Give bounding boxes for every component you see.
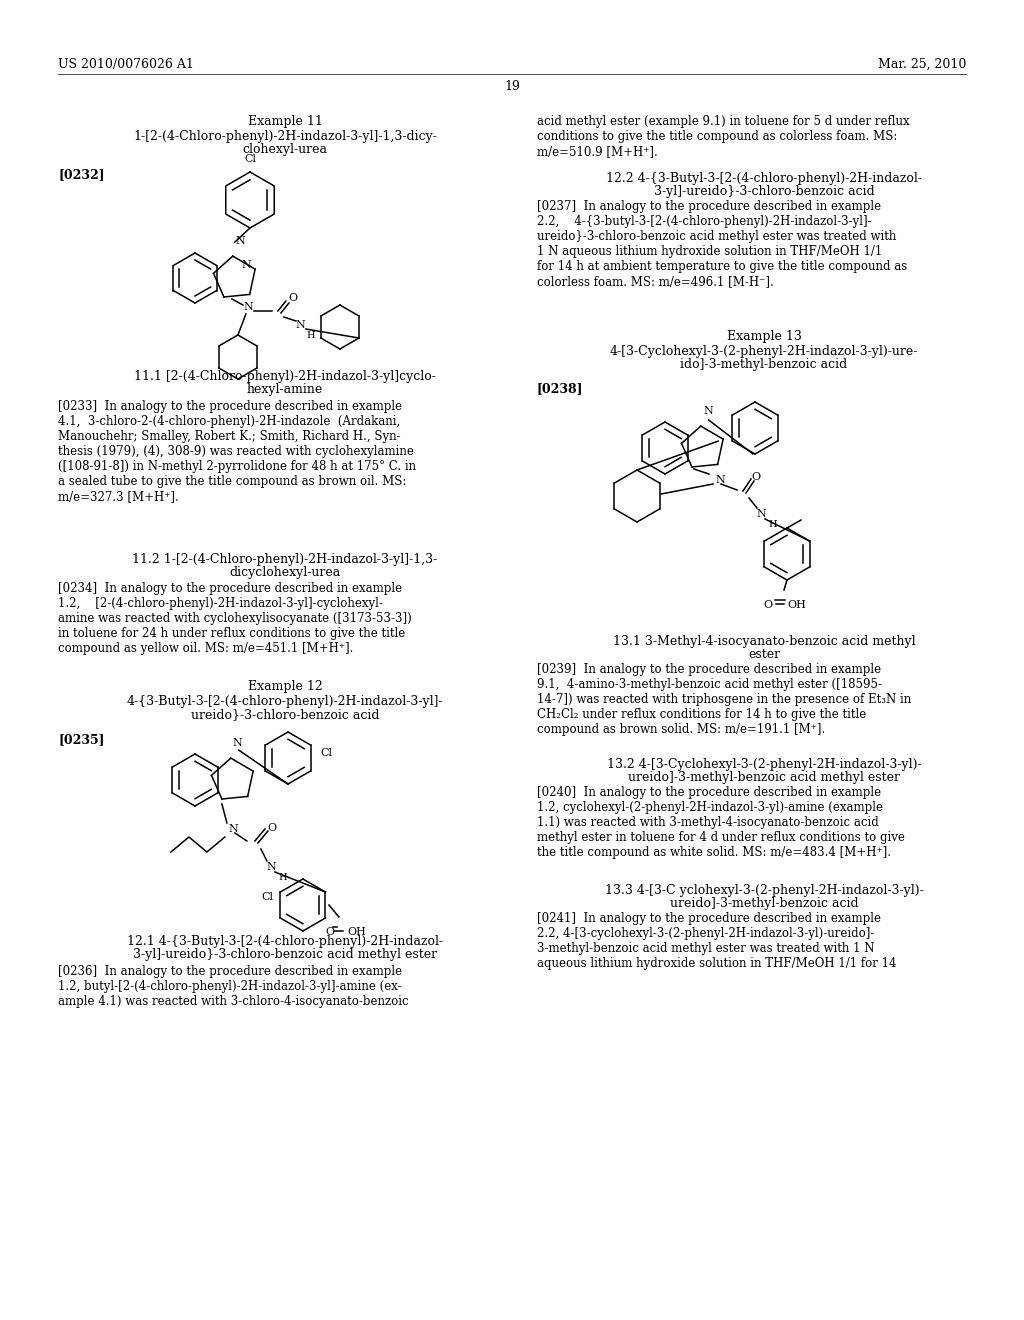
Text: ureido]-3-methyl-benzoic acid methyl ester: ureido]-3-methyl-benzoic acid methyl est…	[628, 771, 900, 784]
Text: ido]-3-methyl-benzoic acid: ido]-3-methyl-benzoic acid	[680, 358, 848, 371]
Text: hexyl-amine: hexyl-amine	[247, 383, 324, 396]
Text: 4-[3-Cyclohexyl-3-(2-phenyl-2H-indazol-3-yl)-ure-: 4-[3-Cyclohexyl-3-(2-phenyl-2H-indazol-3…	[610, 345, 919, 358]
Text: Example 11: Example 11	[248, 115, 323, 128]
Text: O: O	[764, 601, 773, 610]
Text: Cl: Cl	[261, 892, 273, 902]
Text: 12.2 4-{3-Butyl-3-[2-(4-chloro-phenyl)-2H-indazol-: 12.2 4-{3-Butyl-3-[2-(4-chloro-phenyl)-2…	[606, 172, 922, 185]
Text: OH: OH	[787, 601, 806, 610]
Text: N: N	[703, 407, 714, 416]
Text: 4-{3-Butyl-3-[2-(4-chloro-phenyl)-2H-indazol-3-yl]-: 4-{3-Butyl-3-[2-(4-chloro-phenyl)-2H-ind…	[127, 696, 443, 708]
Text: N: N	[229, 824, 239, 834]
Text: 11.1 [2-(4-Chloro-phenyl)-2H-indazol-3-yl]cyclo-: 11.1 [2-(4-Chloro-phenyl)-2H-indazol-3-y…	[134, 370, 436, 383]
Text: ureido}-3-chloro-benzoic acid: ureido}-3-chloro-benzoic acid	[190, 708, 379, 721]
Text: N: N	[232, 738, 243, 748]
Text: [0241]  In analogy to the procedure described in example
2.2, 4-[3-cyclohexyl-3-: [0241] In analogy to the procedure descr…	[537, 912, 896, 970]
Text: Mar. 25, 2010: Mar. 25, 2010	[878, 58, 966, 71]
Text: [0235]: [0235]	[58, 733, 104, 746]
Text: 13.2 4-[3-Cyclohexyl-3-(2-phenyl-2H-indazol-3-yl)-: 13.2 4-[3-Cyclohexyl-3-(2-phenyl-2H-inda…	[606, 758, 922, 771]
Text: N: N	[756, 510, 766, 519]
Text: [0232]: [0232]	[58, 168, 104, 181]
Text: 13.1 3-Methyl-4-isocyanato-benzoic acid methyl: 13.1 3-Methyl-4-isocyanato-benzoic acid …	[612, 635, 915, 648]
Text: OH: OH	[347, 927, 366, 937]
Text: 3-yl]-ureido}-3-chloro-benzoic acid: 3-yl]-ureido}-3-chloro-benzoic acid	[653, 185, 874, 198]
Text: Example 13: Example 13	[727, 330, 802, 343]
Text: 19: 19	[504, 81, 520, 92]
Text: ester: ester	[748, 648, 780, 661]
Text: 1-[2-(4-Chloro-phenyl)-2H-indazol-3-yl]-1,3-dicy-: 1-[2-(4-Chloro-phenyl)-2H-indazol-3-yl]-…	[133, 129, 437, 143]
Text: 12.1 4-{3-Butyl-3-[2-(4-chloro-phenyl)-2H-indazol-: 12.1 4-{3-Butyl-3-[2-(4-chloro-phenyl)-2…	[127, 935, 443, 948]
Text: clohexyl-urea: clohexyl-urea	[243, 143, 328, 156]
Text: Cl: Cl	[244, 154, 256, 164]
Text: acid methyl ester (example 9.1) in toluene for 5 d under reflux
conditions to gi: acid methyl ester (example 9.1) in tolue…	[537, 115, 909, 158]
Text: dicyclohexyl-urea: dicyclohexyl-urea	[229, 566, 341, 579]
Text: N: N	[266, 862, 275, 873]
Text: 13.3 4-[3-C yclohexyl-3-(2-phenyl-2H-indazol-3-yl)-: 13.3 4-[3-C yclohexyl-3-(2-phenyl-2H-ind…	[604, 884, 924, 898]
Text: O: O	[267, 822, 276, 833]
Text: [0237]  In analogy to the procedure described in example
2.2,    4-{3-butyl-3-[2: [0237] In analogy to the procedure descr…	[537, 201, 907, 288]
Text: N: N	[242, 260, 251, 271]
Text: [0236]  In analogy to the procedure described in example
1.2, butyl-[2-(4-chloro: [0236] In analogy to the procedure descr…	[58, 965, 409, 1008]
Text: [0239]  In analogy to the procedure described in example
9.1,  4-amino-3-methyl-: [0239] In analogy to the procedure descr…	[537, 663, 911, 737]
Text: Cl: Cl	[319, 748, 332, 758]
Text: 3-yl]-ureido}-3-chloro-benzoic acid methyl ester: 3-yl]-ureido}-3-chloro-benzoic acid meth…	[133, 948, 437, 961]
Text: H: H	[278, 873, 287, 882]
Text: O: O	[751, 473, 760, 482]
Text: N: N	[295, 319, 305, 330]
Text: O: O	[288, 293, 297, 304]
Text: [0238]: [0238]	[537, 381, 584, 395]
Text: US 2010/0076026 A1: US 2010/0076026 A1	[58, 58, 194, 71]
Text: N: N	[715, 475, 725, 484]
Text: O: O	[326, 927, 335, 937]
Text: 11.2 1-[2-(4-Chloro-phenyl)-2H-indazol-3-yl]-1,3-: 11.2 1-[2-(4-Chloro-phenyl)-2H-indazol-3…	[132, 553, 437, 566]
Text: Example 12: Example 12	[248, 680, 323, 693]
Text: [0233]  In analogy to the procedure described in example
4.1,  3-chloro-2-(4-chl: [0233] In analogy to the procedure descr…	[58, 400, 416, 503]
Text: [0240]  In analogy to the procedure described in example
1.2, cyclohexyl-(2-phen: [0240] In analogy to the procedure descr…	[537, 785, 905, 859]
Text: N: N	[236, 236, 246, 246]
Text: N: N	[243, 302, 253, 312]
Text: [0234]  In analogy to the procedure described in example
1.2,    [2-(4-chloro-ph: [0234] In analogy to the procedure descr…	[58, 582, 412, 655]
Text: H: H	[306, 331, 314, 341]
Text: H: H	[768, 520, 776, 529]
Text: ureido]-3-methyl-benzoic acid: ureido]-3-methyl-benzoic acid	[670, 898, 858, 909]
